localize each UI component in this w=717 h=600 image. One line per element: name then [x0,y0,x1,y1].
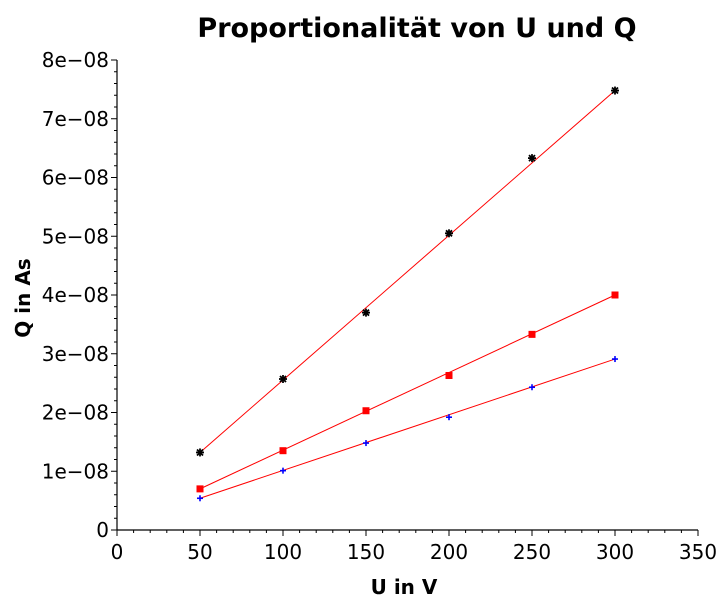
y-tick-label: 7e−08 [42,107,109,131]
y-tick-label: 2e−08 [42,401,109,425]
data-point [528,330,536,338]
data-point [362,308,370,317]
fit-lines [199,90,616,499]
y-tick-label: 0 [96,518,109,542]
y-axis-title: Q in As [11,258,35,337]
data-point [196,448,204,457]
data-point [363,440,369,447]
data-point-stroke [279,375,287,383]
x-tick-label: 250 [513,540,551,564]
x-tick-label: 150 [347,540,385,564]
data-point [196,485,204,493]
data-point-stroke [528,154,536,162]
data-point [611,291,619,299]
chart-title: Proportionalität von U und Q [197,13,636,44]
axes: 0 50 100 150 200 250 300 350 0 1e−08 2e−08 3e−08 4e−… [42,48,717,564]
y-tick-label: 5e−08 [42,224,109,248]
data-point [446,414,452,421]
data-point [279,375,287,384]
data-point [529,384,535,391]
data-point-stroke [611,86,619,95]
data-point [445,371,453,379]
data-point-stroke [196,448,204,457]
y-tick-label: 8e−08 [42,48,109,72]
data-point [362,407,370,415]
y-tick-label: 1e−08 [42,459,109,483]
x-tick-label: 0 [111,540,124,564]
data-point [612,356,618,363]
x-axis-title: U in V [371,575,438,599]
x-tick-label: 350 [679,540,717,564]
data-point [280,467,286,474]
data-point [611,86,619,95]
x-tick-label: 200 [430,540,468,564]
data-point-stroke [362,308,370,317]
data-point [528,154,536,163]
x-tick-label: 300 [596,540,634,564]
data-markers [196,86,619,502]
fit-line [199,90,616,453]
y-tick-label: 3e−08 [42,342,109,366]
fit-line [199,294,616,490]
y-tick-label: 6e−08 [42,166,109,190]
fit-line [199,358,616,499]
data-point [279,447,287,455]
data-point-stroke [445,229,453,237]
x-tick-label: 50 [187,540,212,564]
x-tick-label: 100 [264,540,302,564]
data-point [197,495,203,502]
data-point [445,229,453,238]
y-tick-label: 4e−08 [42,283,109,307]
